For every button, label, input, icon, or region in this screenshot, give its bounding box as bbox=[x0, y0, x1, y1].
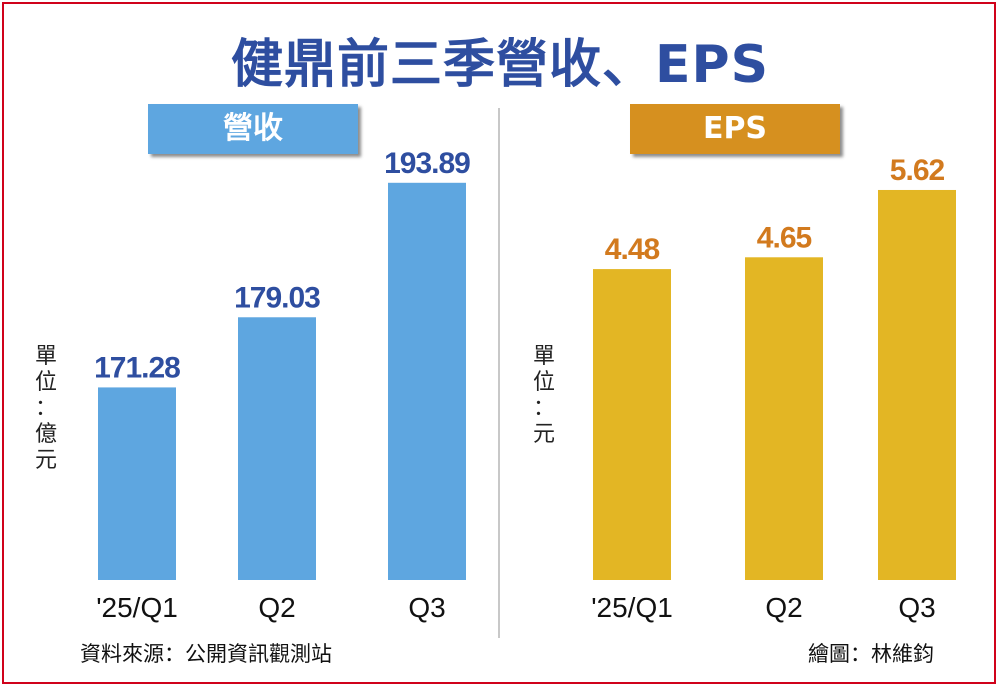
revenue-bar bbox=[98, 387, 176, 580]
revenue-category-label: '25/Q1 bbox=[96, 592, 178, 623]
revenue-category-label: Q3 bbox=[408, 592, 445, 623]
unit-char: ： bbox=[34, 396, 57, 421]
credit-note: 繪圖：林維鈞 bbox=[808, 642, 934, 666]
unit-char: 位 bbox=[532, 370, 555, 395]
eps-value-label: 4.65 bbox=[757, 221, 812, 254]
revenue-panel-title: 營收 bbox=[148, 104, 358, 154]
unit-char: 單 bbox=[532, 344, 555, 369]
unit-char: 億 bbox=[34, 422, 57, 447]
revenue-bar bbox=[238, 317, 316, 580]
eps-bar bbox=[745, 257, 823, 580]
revenue-unit-label: 單 位 ： 億 元 bbox=[33, 344, 59, 474]
eps-unit-label: 單 位 ： 元 bbox=[531, 344, 557, 448]
unit-char: ： bbox=[532, 396, 555, 421]
source-note: 資料來源：公開資訊觀測站 bbox=[80, 642, 332, 666]
eps-panel-title: EPS bbox=[630, 104, 840, 154]
eps-value-label: 4.48 bbox=[605, 233, 660, 266]
unit-char: 單 bbox=[34, 344, 57, 369]
revenue-bar bbox=[388, 182, 466, 580]
eps-category-label: Q2 bbox=[765, 592, 802, 623]
revenue-value-label: 179.03 bbox=[234, 281, 320, 314]
unit-char: 元 bbox=[34, 448, 57, 473]
unit-char: 位 bbox=[34, 370, 57, 395]
eps-bar bbox=[593, 269, 671, 580]
eps-category-label: Q3 bbox=[898, 592, 935, 623]
eps-value-label: 5.62 bbox=[890, 154, 945, 187]
revenue-category-label: Q2 bbox=[258, 592, 295, 623]
unit-char: 元 bbox=[532, 422, 555, 447]
eps-category-label: '25/Q1 bbox=[591, 592, 673, 623]
revenue-value-label: 171.28 bbox=[94, 351, 180, 384]
eps-bar bbox=[878, 189, 956, 581]
panel-divider bbox=[498, 108, 500, 638]
chart-title: 健鼎前三季營收、EPS bbox=[230, 35, 770, 95]
revenue-value-label: 193.89 bbox=[384, 147, 470, 180]
